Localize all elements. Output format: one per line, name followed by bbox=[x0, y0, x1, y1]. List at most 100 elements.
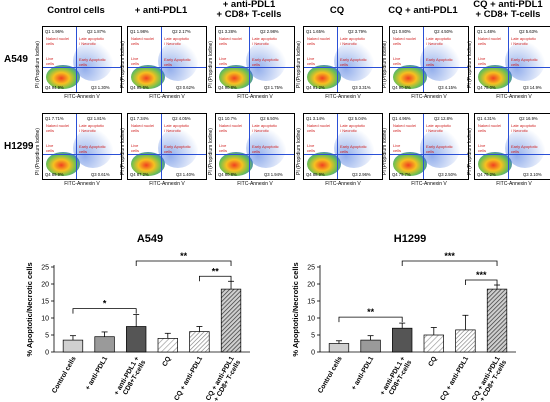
q1-value: Q1 7.71% bbox=[45, 116, 64, 121]
flow-panel: Q1 1.98% Q2 2.17% Q4 95.6% Q3 0.62% Naked nu… bbox=[127, 26, 207, 93]
early-apoptotic-label: Early Apoptotic cells bbox=[164, 144, 191, 154]
naked-nuclei-label: Naked nuclei cells bbox=[393, 123, 417, 133]
y-axis-label: PI (Propidium Iodine) bbox=[120, 128, 126, 175]
quadrant-gate-vertical bbox=[423, 27, 424, 92]
x-axis-label: FITC-Annexin V bbox=[325, 94, 361, 100]
q2-value: Q2 1.81% bbox=[87, 116, 106, 121]
x-axis-label: FITC-Annexin V bbox=[496, 94, 532, 100]
column-header: CQ + anti-PDL1 bbox=[388, 5, 458, 16]
late-apoptotic-label: Late apoptotic / Necrotic bbox=[340, 123, 366, 133]
x-axis-label: FITC-Annexin V bbox=[411, 94, 447, 100]
quadrant-gate-vertical bbox=[337, 27, 338, 92]
x-axis-label: FITC-Annexin V bbox=[411, 181, 447, 187]
y-tick-label: 10 bbox=[41, 316, 49, 323]
early-apoptotic-label: Early Apoptotic cells bbox=[79, 144, 106, 154]
late-apoptotic-label: Late apoptotic / Necrotic bbox=[426, 36, 452, 46]
category-label: CQ + anti-PDL1 bbox=[173, 355, 204, 402]
bar bbox=[189, 331, 210, 353]
naked-nuclei-label: Naked nuclei cells bbox=[393, 36, 417, 46]
q4-value: Q4 80.8% bbox=[218, 172, 237, 177]
x-axis-label: FITC-Annexin V bbox=[325, 181, 361, 187]
column-header: + anti-PDL1 bbox=[134, 5, 188, 16]
a549-bar-chart: A549 % Apoptotic/Necrotic cells 0 5 10 15 20 25… bbox=[25, 233, 250, 402]
chart-title: A549 bbox=[137, 233, 163, 245]
q2-value: Q2 6.50% bbox=[260, 116, 279, 121]
category-label: CQ bbox=[161, 356, 172, 368]
category-label-line: Control cells bbox=[317, 355, 344, 394]
live-cells-label: Live cells bbox=[478, 143, 487, 153]
naked-nuclei-label: Naked nuclei cells bbox=[478, 36, 502, 46]
bar bbox=[328, 343, 350, 353]
y-tick-label: 25 bbox=[41, 265, 49, 272]
early-apoptotic-label: Early Apoptotic cells bbox=[426, 144, 453, 154]
y-tick-label: 15 bbox=[41, 299, 49, 306]
live-cells-label: Live cells bbox=[478, 56, 487, 66]
row-header: A549 bbox=[4, 54, 28, 65]
scatter-cloud bbox=[420, 128, 460, 168]
q3-value: Q3 2.50% bbox=[438, 172, 457, 177]
category-label: CQ + anti-PDL1 bbox=[439, 355, 470, 402]
category-label: + anti-PDL1 +CD8+T-cells bbox=[379, 355, 413, 400]
q3-value: Q3 1.94% bbox=[264, 172, 283, 177]
naked-nuclei-label: Naked nuclei cells bbox=[478, 123, 502, 133]
flow-panel: Q1 10.7% Q2 6.50% Q4 80.8% Q3 1.94% Naked nu… bbox=[215, 113, 295, 180]
flow-panel: Q1 1.96% Q2 1.87% Q4 94.9% Q3 1.30% Naked nu… bbox=[42, 26, 122, 93]
category-label: CQ + anti-PDL1+ CD8+ T-cells bbox=[205, 355, 242, 402]
category-label: + anti-PDL1 bbox=[350, 355, 375, 391]
quadrant-gate-vertical bbox=[161, 114, 162, 179]
scatter-cloud bbox=[73, 128, 113, 168]
bar bbox=[94, 336, 115, 353]
q3-value: Q3 1.75% bbox=[264, 85, 283, 90]
category-label-line: CQ + anti-PDL1 bbox=[173, 355, 204, 402]
q3-value: Q3 4.15% bbox=[438, 85, 457, 90]
category-label: CQ bbox=[427, 356, 438, 368]
late-apoptotic-label: Late apoptotic / Necrotic bbox=[79, 123, 105, 133]
significance-label: * bbox=[103, 299, 107, 309]
category-label: + anti-PDL1 +CD8+T-cells bbox=[113, 355, 147, 400]
flow-panel: Q1 7.71% Q2 1.81% Q4 89.9% Q3 0.61% Naked nu… bbox=[42, 113, 122, 180]
significance-bracket bbox=[135, 260, 232, 266]
y-tick-label: 15 bbox=[307, 299, 315, 306]
y-axis-label: PI (Propidium Iodine) bbox=[382, 41, 388, 88]
naked-nuclei-label: Naked nuclei cells bbox=[46, 123, 70, 133]
y-axis-label: PI (Propidium Iodine) bbox=[296, 128, 302, 175]
q4-value: Q4 90.8% bbox=[218, 85, 237, 90]
q2-value: Q2 4.05% bbox=[172, 116, 191, 121]
late-apoptotic-label: Late apoptotic / Necrotic bbox=[164, 36, 190, 46]
early-apoptotic-label: Early Apoptotic cells bbox=[252, 144, 279, 154]
early-apoptotic-label: Early Apoptotic cells bbox=[79, 57, 106, 67]
flow-panel: Q1 7.34% Q2 4.05% Q4 87.2% Q3 1.40% Naked nu… bbox=[127, 113, 207, 180]
quadrant-gate-vertical bbox=[76, 114, 77, 179]
q2-value: Q2 2.98% bbox=[260, 29, 279, 34]
flow-panel: Q1 4.96% Q2 12.8% Q4 79.7% Q3 2.50% Naked nu… bbox=[389, 113, 469, 180]
quadrant-gate-vertical bbox=[249, 114, 250, 179]
significance-bracket bbox=[401, 260, 498, 266]
live-cells-label: Live cells bbox=[393, 143, 402, 153]
y-axis-label: PI (Propidium Iodine) bbox=[467, 41, 473, 88]
early-apoptotic-label: Early Apoptotic cells bbox=[340, 57, 367, 67]
q3-value: Q3 0.62% bbox=[176, 85, 195, 90]
quadrant-gate-horizontal bbox=[304, 67, 382, 68]
q2-value: Q2 5.04% bbox=[348, 116, 367, 121]
y-axis-label: PI (Propidium Iodine) bbox=[35, 41, 41, 88]
q1-value: Q1 7.34% bbox=[130, 116, 149, 121]
q1-value: Q1 3.28% bbox=[218, 29, 237, 34]
late-apoptotic-label: Late apoptotic / Necrotic bbox=[79, 36, 105, 46]
live-cells-label: Live cells bbox=[46, 143, 55, 153]
scatter-cloud bbox=[420, 41, 460, 81]
quadrant-gate-horizontal bbox=[216, 67, 294, 68]
bar bbox=[486, 288, 508, 353]
q4-value: Q4 95.6% bbox=[130, 85, 149, 90]
q2-value: Q2 3.79% bbox=[348, 29, 367, 34]
late-apoptotic-label: Late apoptotic / Necrotic bbox=[252, 36, 278, 46]
quadrant-gate-horizontal bbox=[216, 154, 294, 155]
late-apoptotic-label: Late apoptotic / Necrotic bbox=[164, 123, 190, 133]
q2-value: Q2 16.9% bbox=[519, 116, 538, 121]
y-axis-label: PI (Propidium Iodine) bbox=[35, 128, 41, 175]
late-apoptotic-label: Late apoptotic / Necrotic bbox=[252, 123, 278, 133]
early-apoptotic-label: Early Apoptotic cells bbox=[164, 57, 191, 67]
bar bbox=[62, 339, 84, 353]
category-label-line: CQ + anti-PDL1 bbox=[439, 355, 470, 402]
live-cells-label: Live cells bbox=[219, 143, 228, 153]
quadrant-gate-horizontal bbox=[43, 67, 121, 68]
